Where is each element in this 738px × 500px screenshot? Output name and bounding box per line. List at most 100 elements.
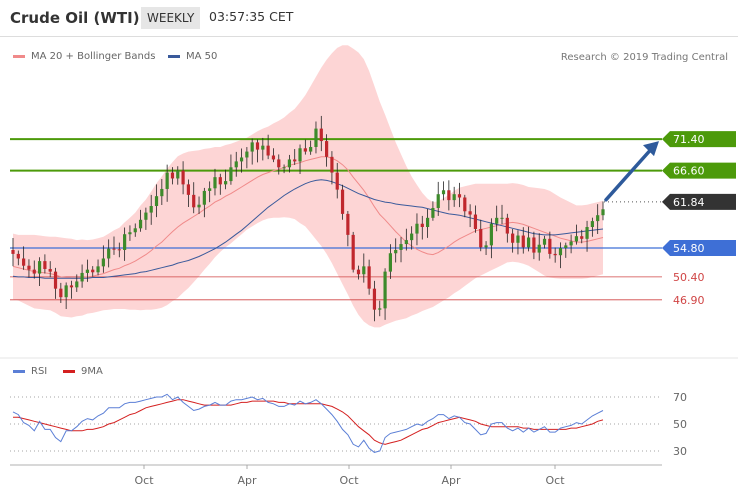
- candle-body: [394, 249, 398, 254]
- candle-body: [149, 206, 153, 213]
- candle-body: [319, 128, 323, 142]
- candle-body: [181, 170, 185, 185]
- candle-body: [303, 148, 307, 152]
- candle-body: [404, 240, 408, 245]
- x-tick-label-oct: Oct: [134, 474, 154, 487]
- rsi-tick-70: 70: [673, 391, 687, 404]
- candle-body: [330, 156, 334, 173]
- x-tick-label-oct: Oct: [339, 474, 359, 487]
- candle-body: [441, 190, 446, 195]
- level-label-50-40: 50.40: [673, 271, 705, 284]
- legend-ma50-swatch: [168, 55, 180, 58]
- candle-body: [325, 141, 329, 157]
- candle-body: [59, 288, 63, 298]
- candle-body: [27, 265, 31, 270]
- candle-body: [372, 288, 377, 310]
- candle-body: [22, 258, 26, 266]
- candle-body: [144, 212, 148, 220]
- level-badge-54-80: [662, 240, 736, 256]
- header-divider: [0, 36, 738, 37]
- x-tick-label-apr: Apr: [237, 474, 257, 487]
- candle-body: [580, 236, 584, 239]
- candle-body: [202, 190, 206, 205]
- candle-body: [64, 285, 68, 298]
- level-badge-61-84: [662, 193, 736, 210]
- legend-ma50-label: MA 50: [186, 51, 218, 62]
- candle-body: [298, 148, 302, 162]
- candle-body: [133, 228, 137, 233]
- candle-body: [69, 285, 74, 288]
- forecast-arrow-head: [643, 141, 659, 157]
- candle-body: [362, 266, 366, 275]
- candle-body: [548, 238, 552, 254]
- candle-body: [378, 308, 382, 310]
- level-label-71-40: 71.40: [673, 133, 705, 146]
- candle-body: [154, 196, 159, 207]
- legend-ma50: MA 50: [168, 51, 217, 62]
- candle-body: [197, 204, 201, 208]
- candle-body: [516, 235, 520, 243]
- legend-rsi-ma-label: 9MA: [81, 366, 103, 377]
- candle-body: [85, 269, 90, 273]
- candle-body: [351, 234, 355, 270]
- rsi-line: [12, 393, 604, 453]
- candle-body: [32, 269, 36, 274]
- candle-body: [43, 261, 47, 269]
- candle-body: [239, 157, 244, 162]
- timeframe-selector[interactable]: WEEKLY: [141, 7, 201, 29]
- legend-rsi-swatch: [13, 370, 25, 373]
- candle-body: [410, 233, 414, 241]
- rsi-tick-50: 50: [673, 418, 687, 431]
- candle-body: [293, 159, 297, 162]
- rsi-ma-line: [13, 399, 604, 445]
- bollinger-band-area: [13, 45, 603, 328]
- candles: [11, 115, 605, 322]
- candle-body: [425, 217, 430, 228]
- candle-body: [457, 194, 462, 198]
- level-label-66-60: 66.60: [673, 165, 705, 178]
- candle-body: [463, 197, 467, 212]
- candle-body: [91, 269, 95, 273]
- legend-bollinger: MA 20 + Bollinger Bands: [13, 51, 155, 62]
- candle-body: [138, 219, 143, 229]
- forecast-arrow-shaft: [604, 145, 655, 202]
- candle-body: [473, 214, 478, 229]
- level-label-46-90: 46.90: [673, 294, 705, 307]
- candle-body: [170, 172, 175, 179]
- candle-body: [123, 234, 127, 250]
- candle-body: [500, 217, 504, 219]
- candle-body: [505, 217, 509, 234]
- candle-body: [526, 237, 531, 248]
- level-label-61-84: 61.84: [673, 196, 705, 209]
- candle-body: [309, 146, 313, 152]
- candle-body: [415, 223, 419, 234]
- candle-body: [112, 248, 116, 250]
- level-badge-71-40: [662, 131, 736, 148]
- candle-body: [186, 184, 191, 195]
- candle-body: [452, 194, 456, 201]
- legend-bollinger-swatch: [13, 55, 25, 58]
- research-credit: Research © 2019 Trading Central: [560, 52, 728, 63]
- candle-body: [80, 272, 84, 282]
- candle-body: [192, 194, 196, 208]
- candle-body: [590, 221, 594, 228]
- candle-body: [224, 181, 228, 185]
- legend-rsi: RSI: [13, 366, 47, 377]
- candle-body: [208, 188, 212, 191]
- candle-body: [314, 128, 318, 147]
- candle-body: [521, 235, 525, 248]
- level-badge-66-60: [662, 162, 736, 179]
- candle-body: [250, 142, 254, 152]
- candle-body: [48, 268, 52, 272]
- chart-header: Crude Oil (WTI) WEEKLY 03:57:35 CET: [0, 0, 738, 36]
- candle-body: [37, 261, 42, 274]
- level-label-54-80: 54.80: [673, 242, 705, 255]
- candle-body: [468, 211, 472, 215]
- candle-body: [245, 151, 249, 158]
- candle-body: [569, 241, 573, 246]
- candle-body: [176, 170, 180, 179]
- candle-body: [11, 249, 15, 254]
- candle-body: [431, 207, 435, 218]
- candle-body: [53, 271, 58, 289]
